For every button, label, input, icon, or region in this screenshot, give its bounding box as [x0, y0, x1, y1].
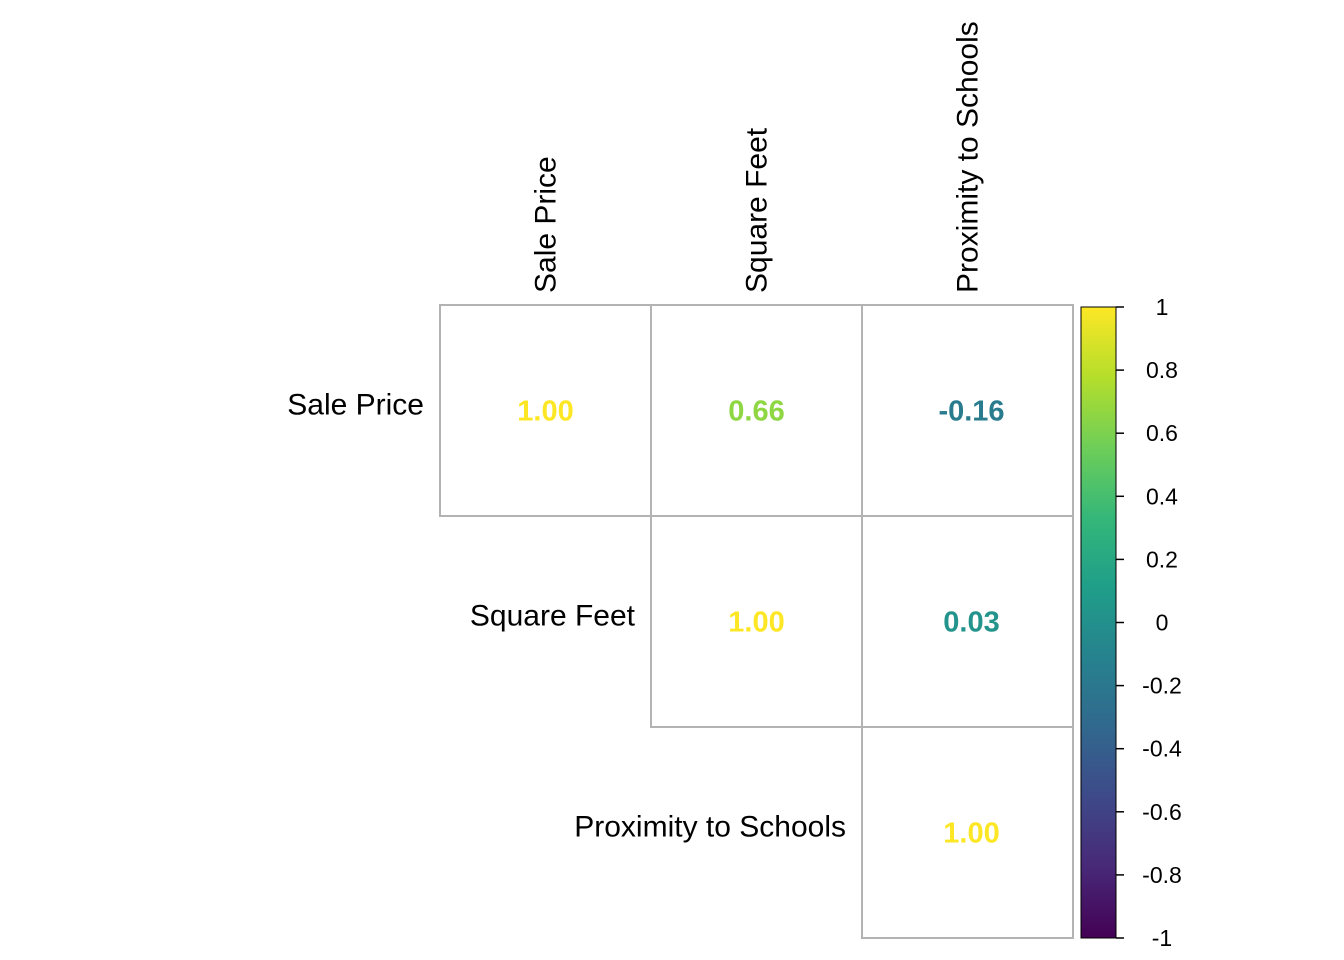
- colorbar-tick-label: 0.8: [1146, 357, 1178, 383]
- colorbar-tick-label: -0.8: [1142, 862, 1182, 888]
- colorbar-tick-label: 0.2: [1146, 546, 1178, 572]
- heatmap-cell: 1.00: [861, 726, 1074, 939]
- heatmap-cell: 0.66: [650, 304, 863, 517]
- column-label: Square Feet: [741, 127, 774, 293]
- cell-border: [861, 515, 1074, 728]
- cell-value-label: -0.16: [938, 396, 1004, 428]
- cell-value-label: 1.00: [943, 818, 999, 850]
- column-labels: Sale Price Square Feet Proximity to School…: [530, 21, 985, 293]
- colorbar-gradient: [1080, 306, 1117, 939]
- cell-value-label: 1.00: [728, 607, 784, 639]
- cell-border: [650, 304, 863, 517]
- cell-border: [650, 515, 863, 728]
- heatmap-cell: -0.16: [861, 304, 1074, 517]
- heatmap-cell: 1.00: [650, 515, 863, 728]
- row-label: Proximity to Schools: [574, 811, 846, 844]
- colorbar-tick-label: -1: [1152, 925, 1172, 951]
- colorbar-tick-label: -0.2: [1142, 673, 1182, 699]
- row-labels: Sale Price Square Feet Proximity to School…: [287, 389, 846, 844]
- cell-value-label: 0.03: [943, 607, 999, 639]
- colorbar-tick-label: 0.4: [1146, 483, 1178, 509]
- colorbar: 1 0.8 0.6 0.4 0.2 0 -0.2 -0.4 -0.6 -0.8 -1: [1080, 294, 1182, 951]
- cell-border: [861, 304, 1074, 517]
- colorbar-tick-label: 1: [1156, 294, 1169, 320]
- colorbar-tick-label: 0.6: [1146, 420, 1178, 446]
- colorbar-tick-label: -0.4: [1142, 736, 1182, 762]
- cell-value-label: 0.66: [728, 396, 784, 428]
- cell-border: [439, 304, 652, 517]
- heatmap-cell: 0.03: [861, 515, 1074, 728]
- column-label: Proximity to Schools: [952, 21, 985, 293]
- cell-value-label: 1.00: [517, 396, 573, 428]
- cell-border: [861, 726, 1074, 939]
- colorbar-tick-label: 0: [1156, 610, 1169, 636]
- column-label: Sale Price: [530, 156, 563, 293]
- colorbar-tick-label: -0.6: [1142, 799, 1182, 825]
- row-label: Sale Price: [287, 389, 424, 422]
- heatmap-cell: 1.00: [439, 304, 652, 517]
- row-label: Square Feet: [470, 600, 636, 633]
- matrix-cells: 1.00 0.66 -0.16 1.00 0.03 1.00: [439, 304, 1074, 939]
